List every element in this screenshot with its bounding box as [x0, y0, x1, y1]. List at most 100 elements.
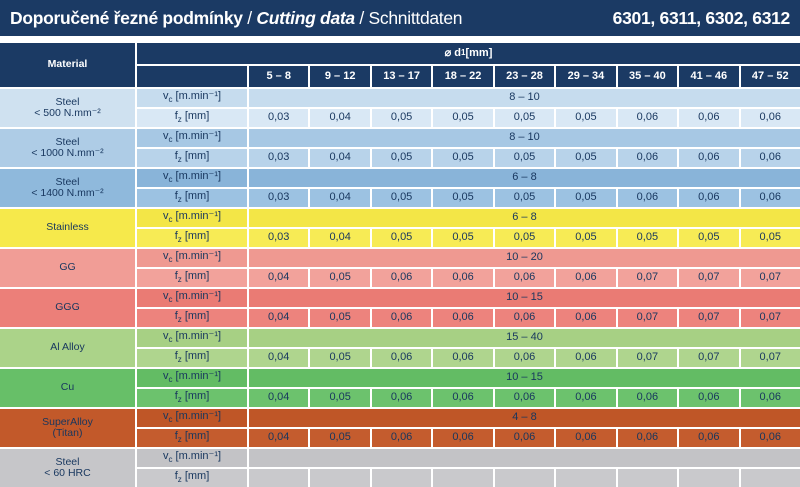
vc-parameter-label: vc [m.min⁻¹] — [137, 249, 247, 267]
parameter-label-text: fz [mm] — [174, 150, 210, 165]
fz-value-cell: 0,05 — [494, 189, 555, 207]
parameter-label-text: vc [m.min⁻¹] — [162, 130, 222, 145]
fz-parameter-label: fz [mm] — [137, 269, 247, 287]
fz-value-cell: 0,07 — [679, 269, 739, 287]
fz-value-cell: 0,04 — [310, 149, 370, 167]
parameter-label-text: vc [m.min⁻¹] — [162, 330, 222, 345]
material-cell: SuperAlloy (Titan) — [0, 409, 135, 447]
vc-parameter-label: vc [m.min⁻¹] — [137, 169, 247, 187]
fz-value-cell: 0,06 — [679, 429, 739, 447]
material-cell: Steel < 60 HRC — [0, 449, 135, 487]
fz-value-cell: 0,07 — [740, 349, 800, 367]
parameter-label-text: fz [mm] — [174, 430, 210, 445]
parameter-label-text: vc [m.min⁻¹] — [162, 170, 222, 185]
vc-parameter-label: vc [m.min⁻¹] — [137, 129, 247, 147]
diameter-range-header: 13 – 17 — [371, 66, 432, 87]
fz-value-cell: 0,04 — [249, 309, 309, 327]
material-column-header: Material — [0, 43, 135, 87]
fz-value-cell: 0,03 — [249, 149, 309, 167]
parameter-label-text: vc [m.min⁻¹] — [162, 370, 222, 385]
fz-parameter-label: fz [mm] — [137, 389, 247, 407]
fz-value-cell: 0,05 — [310, 349, 370, 367]
material-label-line: < 500 N.mm⁻² — [34, 107, 101, 119]
vc-parameter-label: vc [m.min⁻¹] — [137, 409, 247, 427]
vc-parameter-label: vc [m.min⁻¹] — [137, 369, 247, 387]
material-label-line: Al Alloy — [50, 341, 85, 354]
vc-parameter-label: vc [m.min⁻¹] — [137, 329, 247, 347]
vc-value-band: 10 – 15 — [249, 289, 800, 307]
fz-value-cell — [494, 469, 555, 487]
vc-parameter-label: vc [m.min⁻¹] — [137, 209, 247, 227]
fz-value-cell: 0,06 — [556, 429, 616, 447]
fz-value-cell: 0,05 — [310, 389, 370, 407]
fz-value-cell: 0,05 — [433, 109, 493, 127]
parameter-label-text: fz [mm] — [174, 470, 210, 485]
parameter-label-text: vc [m.min⁻¹] — [162, 210, 222, 225]
vc-parameter-label: vc [m.min⁻¹] — [137, 449, 247, 467]
diameter-range-header: 9 – 12 — [310, 66, 370, 87]
vc-value-band: 10 – 20 — [249, 249, 800, 267]
fz-parameter-label: fz [mm] — [137, 229, 247, 247]
fz-value-cell: 0,06 — [740, 149, 800, 167]
fz-value-cell — [740, 469, 800, 487]
fz-value-cell: 0,06 — [433, 309, 493, 327]
fz-value-cell: 0,05 — [556, 109, 616, 127]
fz-value-cell: 0,06 — [371, 269, 432, 287]
material-cell: Al Alloy — [0, 329, 135, 367]
fz-parameter-label: fz [mm] — [137, 429, 247, 447]
parameter-label-text: vc [m.min⁻¹] — [162, 450, 222, 465]
fz-value-cell: 0,06 — [494, 309, 555, 327]
fz-value-cell: 0,05 — [556, 229, 616, 247]
parameter-label-text: fz [mm] — [174, 350, 210, 365]
vc-value-band: 8 – 10 — [249, 129, 800, 147]
fz-parameter-label: fz [mm] — [137, 149, 247, 167]
fz-value-cell: 0,05 — [310, 269, 370, 287]
material-label-line: SuperAlloy — [42, 415, 93, 428]
product-codes: 6301, 6311, 6302, 6312 — [612, 7, 791, 28]
fz-value-cell: 0,05 — [433, 189, 493, 207]
parameter-label-text: vc [m.min⁻¹] — [162, 90, 222, 105]
page-title: Doporučené řezné podmínky / Cutting data… — [10, 7, 463, 29]
fz-value-cell: 0,07 — [617, 349, 678, 367]
fz-value-cell: 0,05 — [371, 229, 432, 247]
parameter-label-text: fz [mm] — [174, 390, 210, 405]
fz-value-cell: 0,07 — [740, 269, 800, 287]
fz-value-cell: 0,05 — [310, 429, 370, 447]
title-separator-2: / — [354, 7, 369, 28]
fz-value-cell: 0,04 — [310, 229, 370, 247]
vc-value-band: 4 – 8 — [249, 409, 800, 427]
page-title-german: Schnittdaten — [368, 7, 463, 28]
material-label-line: Steel — [55, 135, 80, 148]
material-label-line: < 60 HRC — [44, 467, 91, 479]
fz-value-cell: 0,06 — [679, 389, 739, 407]
material-cell: Steel < 1400 N.mm⁻² — [0, 169, 135, 207]
fz-value-cell: 0,06 — [494, 429, 555, 447]
parameter-column-header-empty — [137, 66, 247, 87]
fz-value-cell: 0,04 — [249, 429, 309, 447]
vc-parameter-label: vc [m.min⁻¹] — [137, 289, 247, 307]
vc-value-band: 6 – 8 — [249, 209, 800, 227]
fz-value-cell: 0,05 — [556, 189, 616, 207]
material-label-line: GG — [59, 261, 76, 274]
fz-value-cell: 0,06 — [740, 429, 800, 447]
fz-value-cell — [310, 469, 370, 487]
fz-value-cell: 0,05 — [433, 229, 493, 247]
fz-value-cell: 0,06 — [740, 109, 800, 127]
fz-value-cell: 0,07 — [679, 309, 739, 327]
fz-value-cell: 0,06 — [556, 349, 616, 367]
material-cell: GGG — [0, 289, 135, 327]
parameter-label-text: fz [mm] — [174, 110, 210, 125]
fz-value-cell: 0,07 — [617, 309, 678, 327]
fz-value-cell: 0,06 — [617, 389, 678, 407]
diameter-range-header: 47 – 52 — [740, 66, 800, 87]
material-cell: GG — [0, 249, 135, 287]
material-label-line: < 1000 N.mm⁻² — [31, 147, 104, 159]
parameter-label-text: fz [mm] — [174, 270, 210, 285]
material-cell: Steel < 500 N.mm⁻² — [0, 89, 135, 127]
diameter-header-unit: [mm] — [465, 46, 493, 59]
fz-value-cell — [617, 469, 678, 487]
fz-value-cell — [679, 469, 739, 487]
fz-value-cell: 0,06 — [617, 149, 678, 167]
fz-value-cell: 0,05 — [433, 149, 493, 167]
